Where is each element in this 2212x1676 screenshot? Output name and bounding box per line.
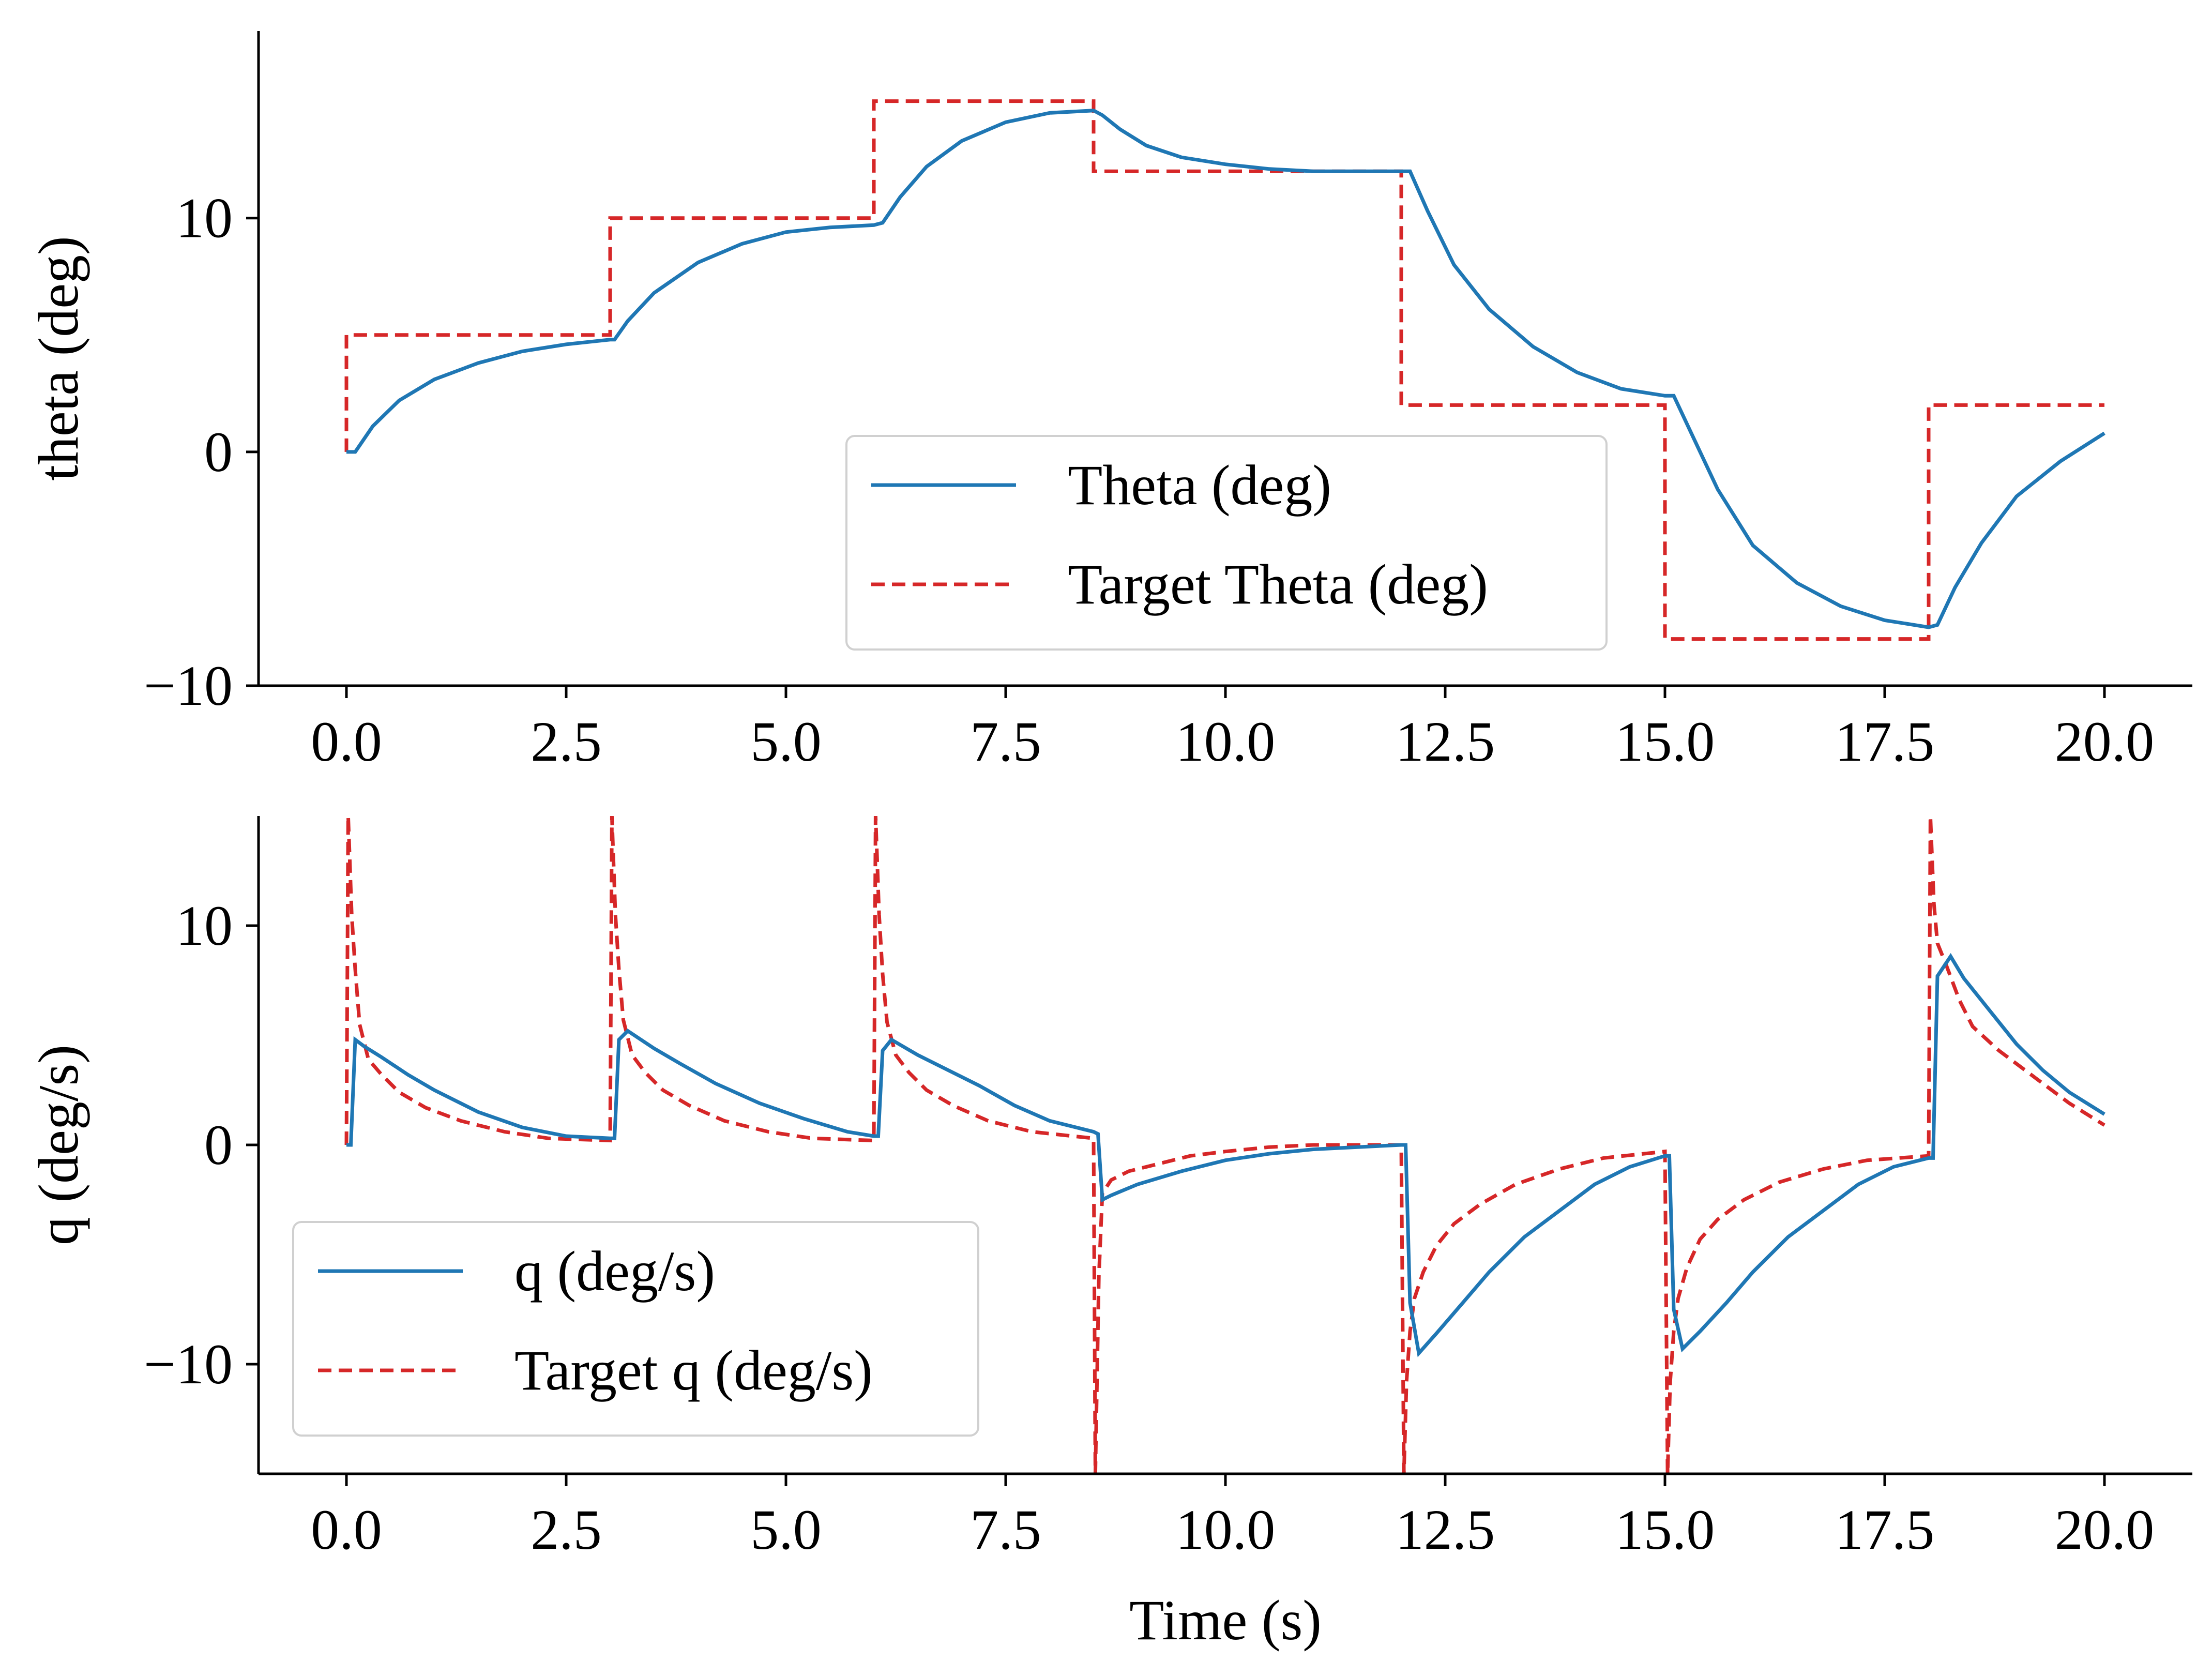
q-y-tick-label: 0 — [204, 1113, 233, 1176]
theta-legend: Theta (deg) Target Theta (deg) — [845, 435, 1608, 651]
theta-legend-frame — [845, 435, 1608, 651]
theta-y-axis: −10 0 10 — [144, 187, 259, 717]
theta-x-tick-label: 2.5 — [531, 710, 602, 773]
q-x-tick-label: 20.0 — [2055, 1498, 2155, 1561]
q-y-tick-label: −10 — [144, 1333, 233, 1396]
theta-x-tick-label: 12.5 — [1396, 710, 1495, 773]
theta-y-tick-label: 0 — [204, 420, 233, 484]
q-x-tick-label: 17.5 — [1835, 1498, 1935, 1561]
q-target-line — [344, 816, 2105, 1474]
q-y-axis-label: q (deg/s) — [27, 1045, 90, 1245]
theta-x-tick-label: 17.5 — [1835, 710, 1935, 773]
theta-line — [346, 109, 2105, 629]
q-x-axis: 0.0 2.5 5.0 7.5 10.0 12.5 15.0 17.5 20.0 — [311, 1474, 2154, 1561]
q-legend-label-q: q (deg/s) — [514, 1240, 715, 1303]
theta-x-tick-label: 10.0 — [1176, 710, 1276, 773]
q-legend: q (deg/s) Target q (deg/s) — [292, 1221, 979, 1437]
q-plot-lines — [344, 816, 2105, 1474]
q-x-tick-label: 15.0 — [1615, 1498, 1715, 1561]
theta-x-tick-label: 0.0 — [311, 710, 382, 773]
q-x-tick-label: 0.0 — [311, 1498, 382, 1561]
theta-y-axis-label: theta (deg) — [27, 236, 90, 480]
theta-x-tick-label: 20.0 — [2055, 710, 2155, 773]
q-subplot: 0.0 2.5 5.0 7.5 10.0 12.5 15.0 17.5 20.0 −10010 … — [27, 816, 2192, 1652]
q-y-tick-label: 10 — [176, 894, 233, 957]
x-axis-label: Time (s) — [1129, 1589, 1322, 1652]
q-x-tick-label: 10.0 — [1176, 1498, 1276, 1561]
q-x-tick-label: 2.5 — [531, 1498, 602, 1561]
q-y-axis: −10 0 10 — [144, 894, 259, 1396]
q-x-tick-label: 7.5 — [970, 1498, 1041, 1561]
theta-y-tick-label: 10 — [176, 187, 233, 250]
theta-subplot: 0.0 2.5 5.0 7.5 10.0 12.5 15.0 17.5 20.0 −10010 … — [27, 31, 2192, 773]
q-legend-frame — [292, 1221, 979, 1437]
theta-x-axis: 0.0 2.5 5.0 7.5 10.0 12.5 15.0 17.5 20.0 — [311, 686, 2154, 773]
theta-target-line — [344, 99, 2104, 641]
q-line — [346, 953, 2105, 1357]
theta-x-tick-label: 15.0 — [1615, 710, 1715, 773]
q-legend-label-target: Target q (deg/s) — [514, 1339, 873, 1402]
theta-legend-label-theta: Theta (deg) — [1068, 454, 1331, 517]
theta-x-tick-label: 7.5 — [970, 710, 1041, 773]
q-x-tick-label: 12.5 — [1396, 1498, 1495, 1561]
q-x-tick-label: 5.0 — [750, 1498, 822, 1561]
theta-plot-lines — [344, 99, 2105, 641]
theta-x-tick-label: 5.0 — [750, 710, 822, 773]
theta-y-tick-label: −10 — [144, 654, 233, 717]
theta-legend-label-target: Target Theta (deg) — [1068, 553, 1488, 616]
